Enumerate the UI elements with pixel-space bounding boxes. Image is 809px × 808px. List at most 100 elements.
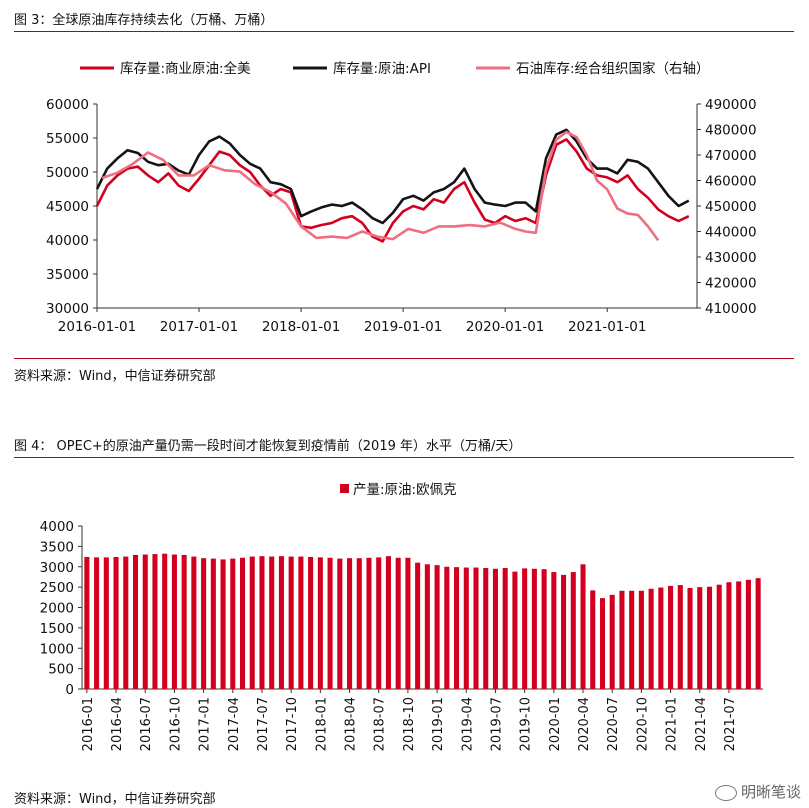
bar bbox=[434, 565, 440, 689]
x-tick-label: 2018-01 bbox=[314, 697, 329, 751]
y-left-tick-label: 30000 bbox=[46, 301, 89, 317]
y-tick-label: 4000 bbox=[40, 519, 74, 535]
bar bbox=[677, 585, 683, 689]
bar bbox=[726, 582, 732, 689]
bar bbox=[629, 590, 635, 689]
bar bbox=[580, 564, 586, 689]
bar bbox=[239, 557, 246, 689]
bar bbox=[590, 590, 596, 689]
figure3-line-chart: 库存量:商业原油:全美 库存量:原油:API 石油库存:经合组织国家（右轴） 3000… bbox=[46, 60, 757, 335]
bar bbox=[502, 567, 508, 689]
legend-label-3: 石油库存:经合组织国家（右轴） bbox=[516, 60, 710, 77]
bar bbox=[288, 556, 294, 689]
bar bbox=[736, 581, 742, 689]
bar bbox=[259, 556, 265, 689]
y-left-tick-label: 55000 bbox=[46, 131, 89, 147]
bar bbox=[191, 556, 197, 689]
bar bbox=[755, 578, 761, 689]
x-tick-label: 2016-01-01 bbox=[58, 319, 136, 335]
bar bbox=[512, 571, 518, 689]
x-tick-label: 2016-01 bbox=[81, 697, 96, 751]
figure4-source: 资料来源：Wind，中信证券研究部 bbox=[14, 792, 216, 807]
bar bbox=[230, 558, 236, 689]
bar bbox=[171, 554, 177, 689]
x-tick-label: 2021-07 bbox=[723, 697, 738, 751]
x-tick-label: 2017-01 bbox=[198, 697, 213, 751]
x-tick-label: 2019-04 bbox=[460, 697, 475, 751]
y-tick-label: 1000 bbox=[40, 641, 74, 657]
figure3-source: 资料来源：Wind，中信证券研究部 bbox=[14, 369, 216, 384]
x-tick-label: 2017-07 bbox=[256, 697, 271, 751]
legend-label-2: 库存量:原油:API bbox=[333, 61, 431, 77]
x-tick-label: 2020-10 bbox=[635, 697, 650, 751]
y-right-tick-label: 420000 bbox=[705, 276, 757, 292]
y-tick-label: 3000 bbox=[40, 560, 74, 576]
x-tick-label: 2017-10 bbox=[285, 697, 300, 751]
x-tick-label: 2020-01-01 bbox=[466, 319, 544, 335]
bar bbox=[162, 553, 168, 689]
bar bbox=[483, 567, 489, 689]
y-right-tick-label: 430000 bbox=[705, 250, 757, 266]
y-right-tick-label: 450000 bbox=[705, 199, 757, 215]
x-tick-label: 2018-07 bbox=[373, 697, 388, 751]
bar bbox=[142, 554, 148, 689]
x-tick-label: 2021-01-01 bbox=[568, 319, 646, 335]
x-tick-label: 2019-07 bbox=[489, 697, 504, 751]
bar bbox=[385, 556, 391, 689]
bar bbox=[473, 567, 479, 689]
y-tick-label: 2000 bbox=[40, 601, 74, 617]
figure3-title: 图 3：全球原油库存持续去化（万桶、万桶） bbox=[14, 13, 274, 28]
y-right-tick-label: 470000 bbox=[705, 148, 757, 164]
y-tick-label: 500 bbox=[48, 662, 74, 678]
figure4-title: 图 4： OPEC+的原油产量仍需一段时间才能恢复到疫情前（2019 年）水平（… bbox=[14, 439, 522, 454]
bar bbox=[347, 558, 353, 689]
y-left-tick-label: 35000 bbox=[46, 267, 89, 283]
series-us-commercial-crude-line bbox=[95, 138, 690, 243]
bar bbox=[269, 556, 275, 689]
x-tick-label: 2016-10 bbox=[168, 697, 183, 751]
bar bbox=[210, 558, 216, 689]
bar bbox=[123, 556, 129, 689]
bar bbox=[376, 557, 382, 689]
bar bbox=[356, 558, 362, 689]
bar bbox=[658, 587, 664, 689]
legend-label: 产量:原油:欧佩克 bbox=[353, 482, 457, 498]
bar bbox=[278, 556, 284, 689]
x-tick-label: 2018-04 bbox=[344, 697, 359, 751]
bar bbox=[609, 594, 615, 689]
x-tick-label: 2019-01 bbox=[431, 697, 446, 751]
bar bbox=[84, 556, 90, 689]
x-tick-label: 2019-10 bbox=[519, 697, 534, 751]
y-right-tick-label: 490000 bbox=[705, 97, 757, 113]
x-tick-label: 2020-04 bbox=[577, 697, 592, 751]
bar bbox=[454, 567, 460, 689]
bar bbox=[531, 568, 537, 689]
x-tick-label: 2016-07 bbox=[139, 697, 154, 751]
bar bbox=[687, 587, 693, 689]
bar bbox=[541, 569, 547, 689]
x-tick-label: 2016-04 bbox=[110, 697, 125, 751]
watermark: 明晰笔谈 bbox=[714, 781, 801, 802]
bar bbox=[492, 568, 498, 689]
bar bbox=[317, 557, 323, 689]
bar bbox=[648, 588, 654, 689]
bar bbox=[249, 556, 255, 689]
bar bbox=[716, 584, 722, 689]
bar bbox=[152, 554, 158, 689]
y-tick-label: 2500 bbox=[40, 580, 74, 596]
bar bbox=[298, 556, 304, 689]
bar bbox=[94, 557, 100, 689]
x-tick-label: 2017-01-01 bbox=[160, 319, 238, 335]
x-tick-label: 2021-01 bbox=[665, 697, 680, 751]
bar bbox=[113, 556, 119, 689]
bar bbox=[599, 598, 606, 689]
y-tick-label: 1500 bbox=[40, 621, 74, 637]
x-tick-label: 2021-04 bbox=[694, 697, 709, 751]
y-left-tick-label: 40000 bbox=[46, 233, 89, 249]
bar bbox=[103, 557, 109, 689]
y-right-tick-label: 480000 bbox=[705, 123, 757, 139]
bar bbox=[561, 574, 567, 689]
figure3-bottom-rule bbox=[14, 358, 794, 359]
bar bbox=[308, 556, 314, 689]
bar bbox=[745, 579, 751, 689]
